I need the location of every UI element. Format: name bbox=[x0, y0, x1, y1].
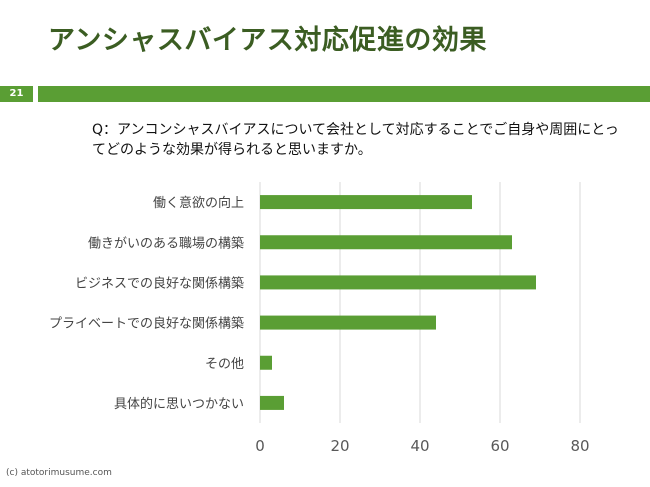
bar bbox=[260, 195, 472, 210]
x-tick-label: 80 bbox=[570, 437, 589, 455]
bar bbox=[260, 315, 436, 330]
grid-lines bbox=[259, 182, 581, 423]
category-label: 具体的に思いつかない bbox=[114, 396, 244, 412]
x-tick-label: 60 bbox=[490, 437, 509, 455]
header-rule: 21 bbox=[0, 86, 650, 102]
x-tick-label: 40 bbox=[410, 437, 429, 455]
bar bbox=[260, 355, 272, 370]
category-label: 働く意欲の向上 bbox=[153, 195, 244, 211]
header-bar bbox=[38, 86, 650, 102]
bar bbox=[260, 395, 284, 410]
category-label: その他 bbox=[205, 357, 244, 372]
tick-labels: 0 20 40 60 80 bbox=[255, 437, 589, 455]
slide-title: アンシャスバイアス対応促進の効果 bbox=[48, 25, 487, 56]
copyright: (c) atotorimusume.com bbox=[6, 468, 112, 478]
category-labels: 働く意欲の向上働きがいのある職場の構築ビジネスでの良好な関係構築プライベートでの… bbox=[49, 195, 244, 412]
page-number: 21 bbox=[0, 86, 33, 102]
bar bbox=[260, 235, 512, 250]
survey-question: Q：アンコンシャスバイアスについて会社として対応することでご自身や周囲にとってど… bbox=[92, 122, 619, 158]
category-label: プライベートでの良好な関係構築 bbox=[49, 316, 244, 332]
bars bbox=[260, 195, 536, 410]
category-label: ビジネスでの良好な関係構築 bbox=[75, 275, 244, 291]
x-tick-label: 0 bbox=[255, 437, 265, 455]
x-tick-label: 20 bbox=[330, 437, 349, 455]
category-label: 働きがいのある職場の構築 bbox=[88, 236, 244, 251]
bar bbox=[260, 275, 536, 290]
